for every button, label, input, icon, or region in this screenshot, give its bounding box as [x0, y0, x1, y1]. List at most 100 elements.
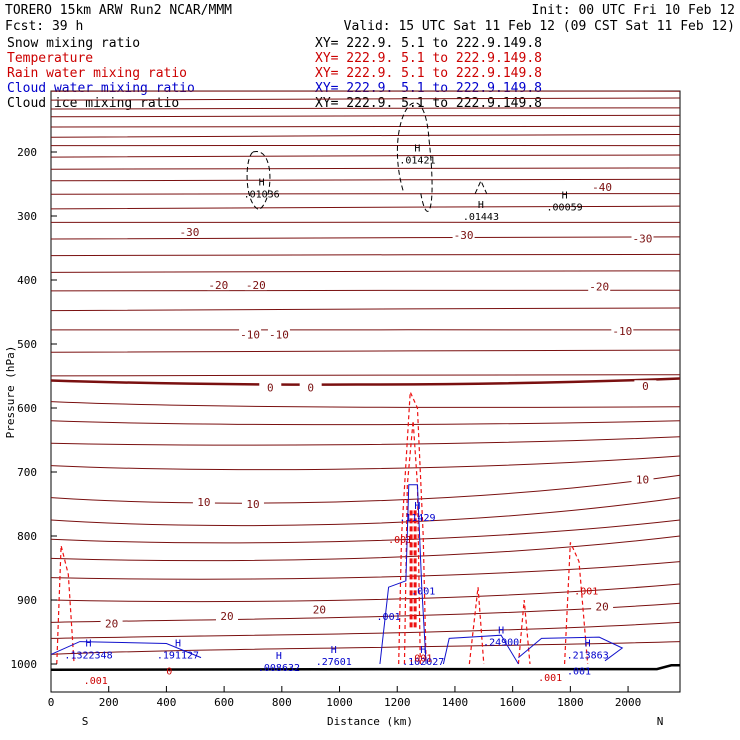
temperature-isotherm	[50, 90, 681, 92]
isotherm-label: 10	[636, 474, 649, 487]
contour-value-label: .001	[377, 612, 401, 623]
temperature-isotherm	[50, 641, 681, 655]
forecast-hour: Fcst: 39 h	[5, 19, 83, 34]
maximum-value-label: .1322348	[64, 650, 112, 661]
surface-line	[50, 664, 680, 672]
contour-value-label: .001	[574, 586, 598, 597]
contour-labels: -40 -30 -30 -30 -20 -20 -20 -10 -10 -10 0 0 0 10 10 10 2…	[64, 144, 657, 687]
x-axis-label: Distance (km)	[327, 715, 413, 728]
temperature-isotherm	[50, 497, 681, 527]
temperature-isotherm	[50, 401, 681, 408]
y-tick-label: 900	[17, 594, 37, 607]
isotherm-label-bg	[178, 226, 201, 237]
temperature-isotherm	[50, 97, 681, 101]
maximum-value-label: .27601	[316, 657, 352, 668]
x-tick-label: 1200	[384, 696, 411, 709]
temperature-isotherm	[50, 583, 681, 603]
maximum-marker: H	[498, 626, 504, 637]
temperature-isotherm	[50, 133, 681, 138]
cloud-water-contour	[379, 484, 427, 665]
isotherm-label-bg	[241, 498, 264, 509]
temperature-isotherm	[50, 349, 681, 353]
isotherm-label: -10	[240, 328, 260, 341]
contour-value-label: .001	[538, 673, 562, 684]
isotherm-label-bg	[267, 328, 290, 340]
maximum-marker: H	[414, 144, 420, 155]
maximum-marker: H	[276, 651, 282, 662]
legend-xy-snow: XY= 222.9. 5.1 to 222.9.149.8	[315, 36, 542, 51]
isotherm-label: 10	[246, 498, 259, 511]
isotherm-label: 20	[313, 604, 326, 617]
x-tick-label: 200	[99, 696, 119, 709]
temperature-isotherm	[50, 167, 681, 170]
x-tick-label: 1600	[499, 696, 526, 709]
legend: Snow mixing ratio XY= 222.9. 5.1 to 222.…	[7, 36, 542, 111]
temperature-isotherm	[50, 192, 681, 195]
isotherm-label: 0	[267, 382, 274, 395]
maximum-value-label: .24900	[483, 638, 519, 649]
rain-contour	[403, 420, 421, 665]
cloud-water-contour	[518, 636, 624, 662]
contour-value-label: 0	[166, 666, 172, 677]
north-label: N	[657, 715, 664, 728]
maximum-value-label: .01443	[463, 212, 499, 223]
maximum-value-label: .008632	[258, 663, 300, 674]
maximum-value-label: .213863	[567, 650, 609, 661]
x-tick-label: 1400	[442, 696, 469, 709]
maximum-value-label: .01421	[399, 156, 435, 167]
snow-contour	[474, 179, 488, 194]
zero-degree-isotherm	[50, 377, 681, 386]
temperature-isotherm	[50, 474, 681, 504]
isotherm-label: 20	[220, 610, 233, 623]
isotherm-label: -10	[612, 325, 632, 338]
x-tick-label: 1800	[557, 696, 584, 709]
isotherm-label-bg	[308, 603, 331, 615]
maximum-marker: H	[259, 178, 265, 189]
temperature-isotherm	[50, 144, 681, 147]
maximum-marker: H	[331, 645, 337, 656]
temperature-isotherm	[50, 374, 681, 377]
temperature-isotherm	[50, 519, 681, 544]
temperature-isotherm	[50, 270, 681, 274]
temperature-isotherm	[50, 154, 681, 158]
isotherm-label: 10	[197, 496, 210, 509]
maximum-value-label: .01036	[244, 190, 280, 201]
model-title: TORERO 15km ARW Run2 NCAR/MMM	[5, 3, 232, 18]
isotherm-label-bg	[591, 600, 614, 612]
y-tick-label: 200	[17, 146, 37, 159]
temperature-isotherm	[50, 221, 681, 224]
temperature-isotherm	[50, 455, 681, 471]
maximum-marker: H	[175, 638, 181, 649]
maximum-marker: H	[562, 190, 568, 201]
y-tick-label: 1000	[11, 658, 38, 671]
isotherm-label-bg	[192, 496, 215, 508]
isotherm-label-bg	[216, 610, 239, 621]
legend-xy-temperature: XY= 222.9. 5.1 to 222.9.149.8	[315, 51, 542, 66]
cloud-water-contour	[442, 634, 519, 665]
isotherm-label: -20	[246, 279, 266, 292]
rain-contour	[56, 545, 75, 665]
maximum-marker: H	[414, 501, 420, 512]
maximum-marker: H	[478, 200, 484, 211]
temperature-isotherm	[50, 114, 681, 118]
valid-time: Valid: 15 UTC Sat 11 Feb 12 (09 CST Sat …	[344, 19, 735, 34]
isotherm-label: -30	[454, 229, 474, 242]
isotherm-label-bg	[452, 229, 475, 241]
south-label: S	[82, 715, 89, 728]
y-tick-label: 700	[17, 466, 37, 479]
temperature-isotherm	[50, 107, 681, 110]
contour-value-label: .001	[411, 586, 435, 597]
isotherm-label-bg	[631, 473, 654, 485]
maximum-value-label: .191127	[157, 650, 199, 661]
legend-xy-cloud-water: XY= 222.9. 5.1 to 222.9.149.8	[315, 81, 542, 96]
isotherm-label: -10	[269, 328, 289, 341]
maximum-value-label: .11429	[399, 513, 435, 524]
temperature-isotherm	[50, 289, 681, 292]
y-tick-label: 800	[17, 530, 37, 543]
maximum-marker: H	[85, 638, 91, 649]
contour-value-label: .001	[84, 676, 108, 687]
y-tick-label: 500	[17, 338, 37, 351]
x-tick-label: 600	[214, 696, 234, 709]
contour-value-label: .001	[408, 654, 432, 665]
